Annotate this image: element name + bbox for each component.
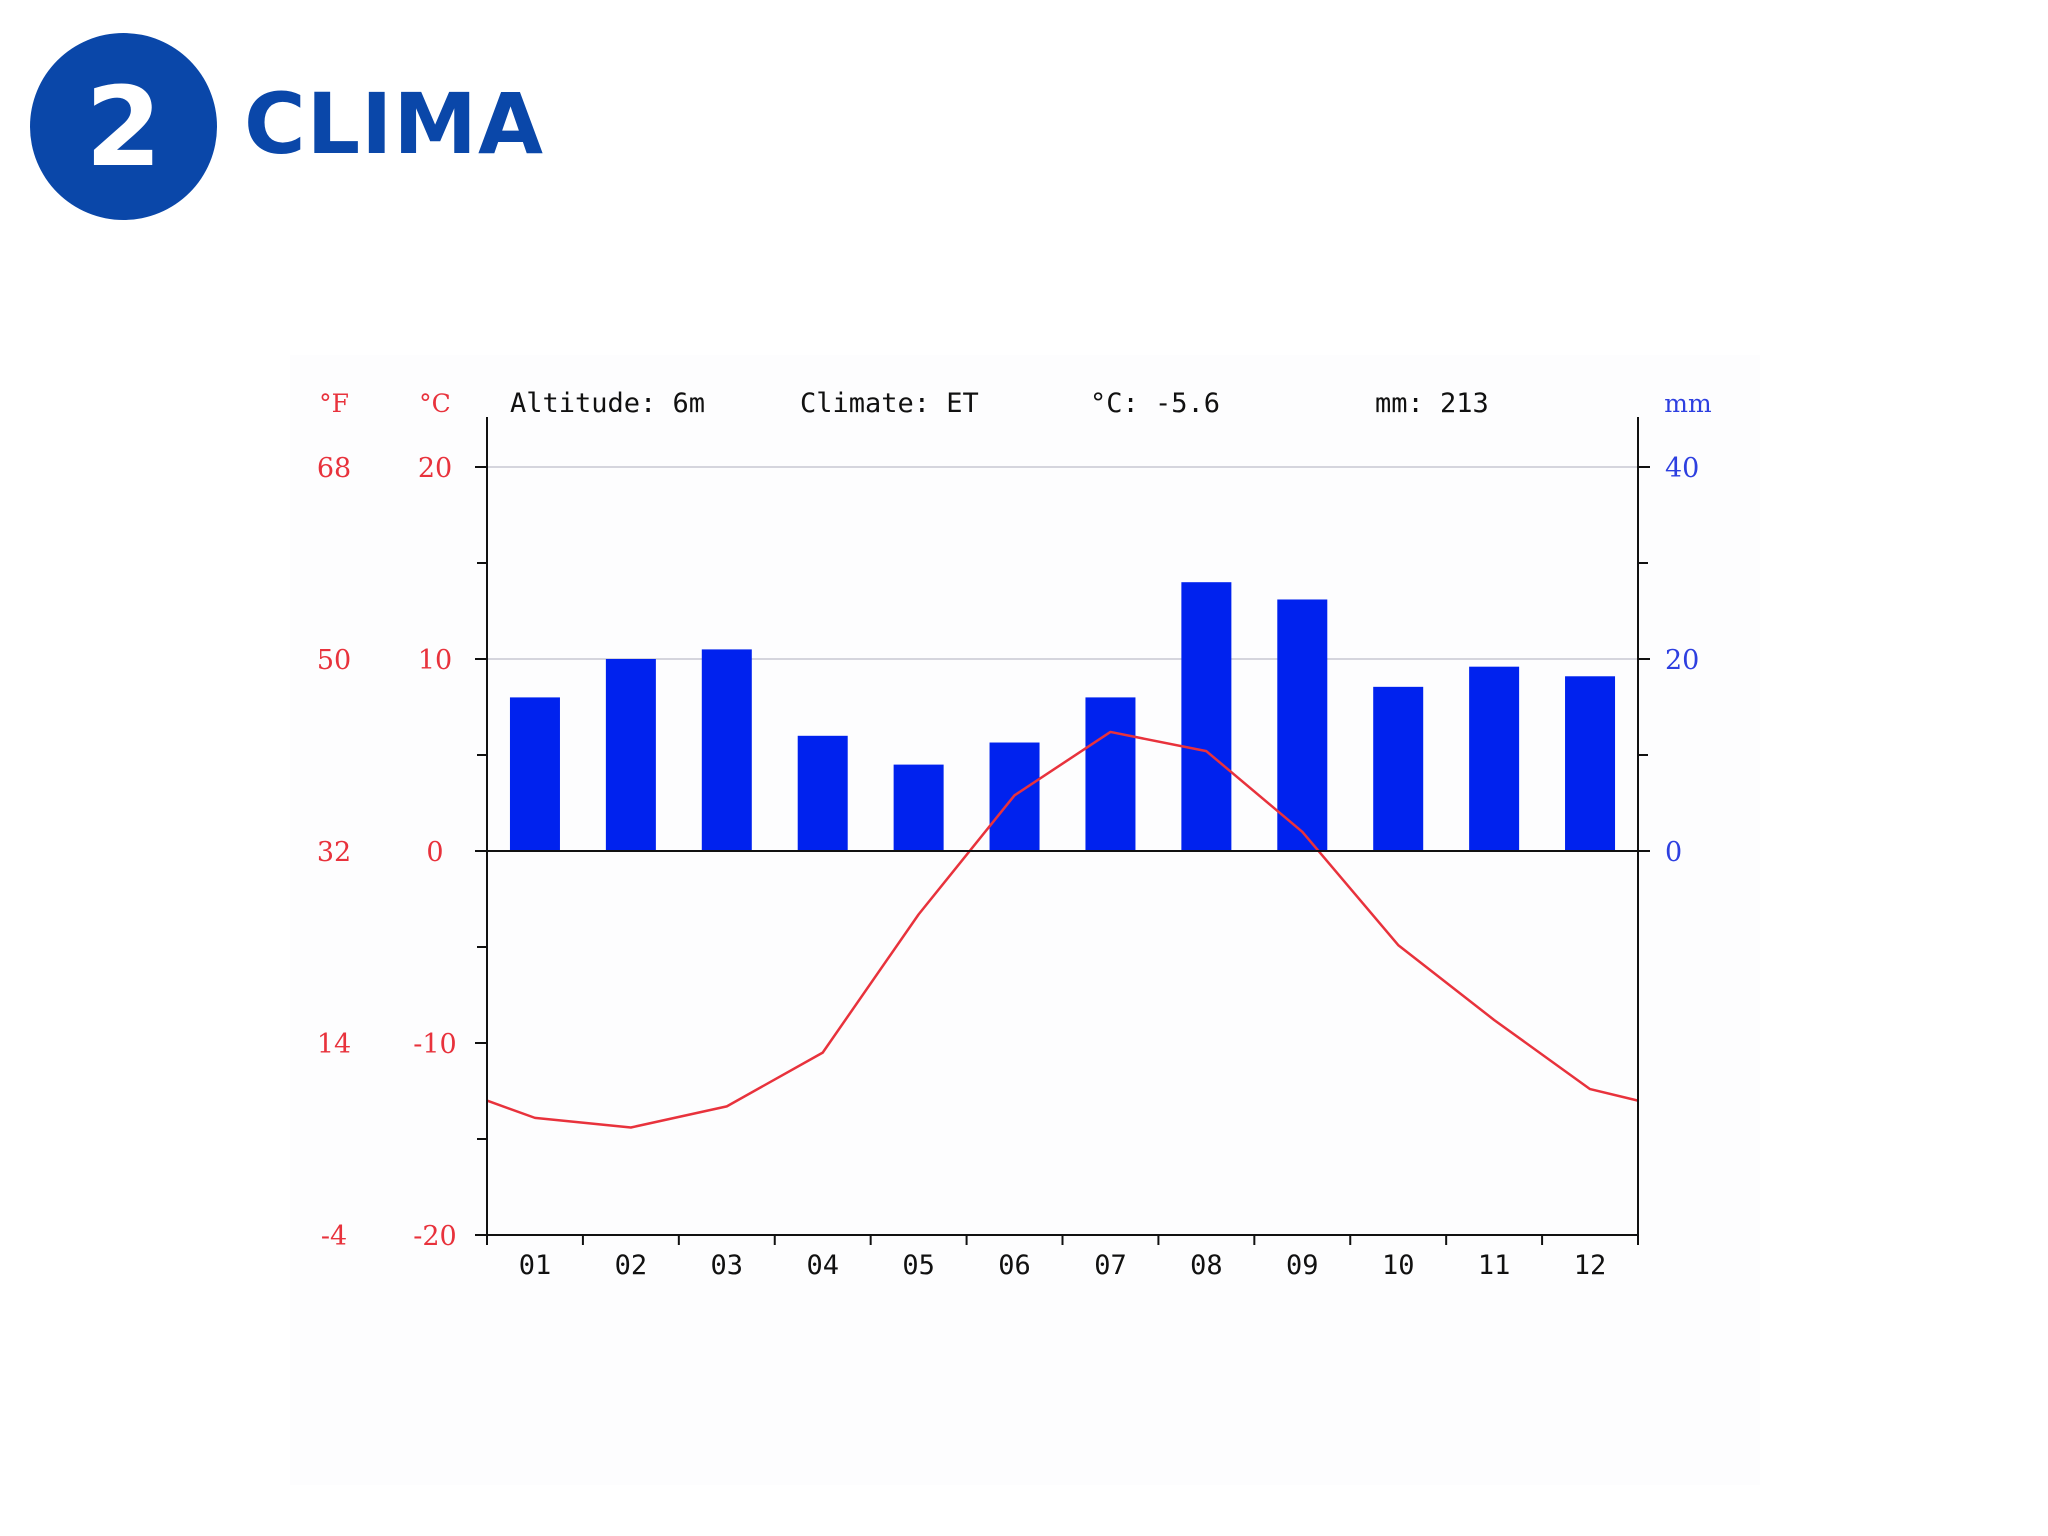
climate-chart-panel: °F °C mm Altitude: 6m Climate: ET °C: -5.6 mm:… [290,355,1760,1485]
month-label: 09 [1286,1250,1319,1281]
precipitation-bar [1277,599,1328,851]
celsius-tick-label: 20 [418,453,452,484]
climate-chart: °F °C mm Altitude: 6m Climate: ET °C: -5.6 mm:… [317,388,1712,1281]
precip-tick-label: 40 [1665,453,1699,484]
bar-layer [509,582,1616,851]
fahrenheit-tick-label: 14 [317,1029,351,1060]
total-precipitation-label: mm: 213 [1375,388,1489,419]
fahrenheit-tick-label: 32 [317,837,351,868]
precipitation-bar [893,764,944,851]
precip-unit-label: mm [1664,389,1712,418]
month-label: 01 [519,1250,552,1281]
label-layer: °F °C mm Altitude: 6m Climate: ET °C: -5.6 mm:… [317,388,1712,1281]
month-label: 11 [1478,1250,1511,1281]
month-label: 10 [1382,1250,1415,1281]
precipitation-bar [605,659,656,851]
precipitation-bar [509,697,560,851]
climate-label: Climate: ET [800,388,979,419]
temperature-line [486,730,1639,1129]
precip-tick-label: 0 [1665,837,1682,868]
section-number: 2 [85,62,162,191]
fahrenheit-tick-label: -4 [321,1221,347,1252]
celsius-tick-label: -10 [413,1029,456,1060]
precipitation-bar [1469,666,1520,851]
precipitation-bar [1373,686,1424,851]
precipitation-bar [797,735,848,851]
month-label: 04 [806,1250,839,1281]
month-label: 12 [1574,1250,1607,1281]
altitude-label: Altitude: 6m [510,388,705,419]
section-title: CLIMA [244,75,545,173]
celsius-tick-label: 10 [418,645,452,676]
grid-layer [487,466,1638,660]
precipitation-bar [701,649,752,851]
month-label: 05 [902,1250,935,1281]
precipitation-bar [1565,676,1616,851]
month-label: 08 [1190,1250,1223,1281]
month-label: 07 [1094,1250,1127,1281]
month-label: 06 [998,1250,1031,1281]
fahrenheit-tick-label: 68 [317,453,351,484]
precip-tick-label: 20 [1665,645,1699,676]
line-layer [486,730,1639,1129]
fahrenheit-tick-label: 50 [317,645,351,676]
month-label: 03 [711,1250,744,1281]
mean-temperature-label: °C: -5.6 [1090,388,1220,419]
precipitation-bar [1181,582,1232,851]
fahrenheit-unit-label: °F [319,389,349,418]
precipitation-bar [1085,697,1136,851]
celsius-tick-label: 0 [426,837,443,868]
celsius-unit-label: °C [419,389,451,418]
axis-layer [475,417,1650,1245]
celsius-tick-label: -20 [413,1221,456,1252]
section-number-badge: 2 [30,33,217,220]
month-label: 02 [615,1250,648,1281]
